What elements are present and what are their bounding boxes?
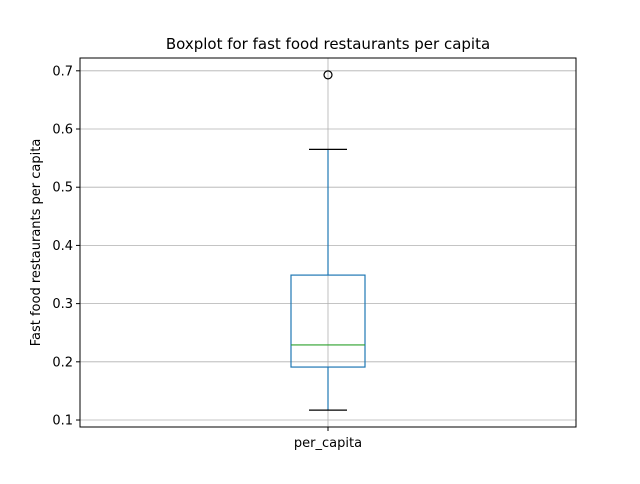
y-tick-label: 0.7 bbox=[52, 64, 73, 79]
plot-layer bbox=[290, 70, 366, 411]
box-group bbox=[290, 70, 366, 411]
y-tick-label: 0.4 bbox=[52, 239, 73, 254]
y-axis-label: Fast food restaurants per capita bbox=[29, 139, 44, 347]
y-tick-label: 0.6 bbox=[52, 123, 73, 138]
x-tick-label: per_capita bbox=[294, 436, 362, 451]
y-tick-label: 0.2 bbox=[52, 355, 73, 370]
chart-title: Boxplot for fast food restaurants per ca… bbox=[166, 35, 490, 53]
outlier-point bbox=[323, 70, 333, 80]
y-tick-label: 0.5 bbox=[52, 181, 73, 196]
tick-layer: 0.1 0.2 0.3 0.4 0.5 0.6 0.7 per_capita bbox=[52, 64, 362, 451]
iqr-box bbox=[290, 274, 366, 368]
y-tick-label: 0.1 bbox=[52, 414, 73, 429]
y-tick-label: 0.3 bbox=[52, 297, 73, 312]
